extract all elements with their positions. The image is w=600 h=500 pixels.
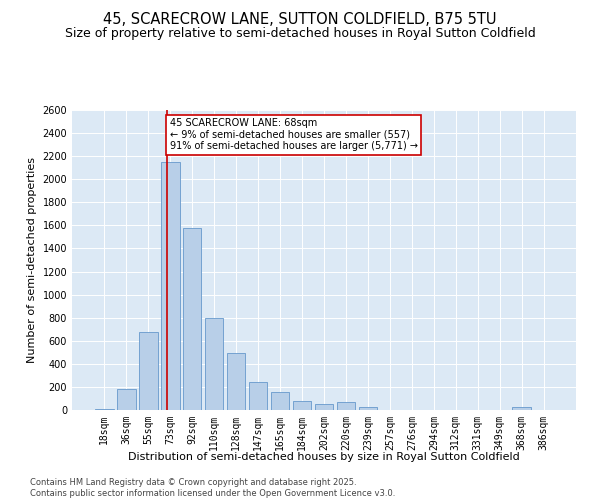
Bar	[161, 162, 179, 410]
Bar	[117, 389, 136, 410]
Bar	[293, 401, 311, 410]
Bar	[512, 406, 531, 410]
Bar	[359, 407, 377, 410]
Bar	[337, 402, 355, 410]
Bar	[183, 228, 202, 410]
Text: Size of property relative to semi-detached houses in Royal Sutton Coldfield: Size of property relative to semi-detach…	[65, 28, 535, 40]
Bar	[139, 332, 158, 410]
Bar	[205, 318, 223, 410]
Bar	[249, 382, 268, 410]
Text: Contains HM Land Registry data © Crown copyright and database right 2025.
Contai: Contains HM Land Registry data © Crown c…	[30, 478, 395, 498]
Text: Distribution of semi-detached houses by size in Royal Sutton Coldfield: Distribution of semi-detached houses by …	[128, 452, 520, 462]
Bar	[314, 404, 334, 410]
Text: 45 SCARECROW LANE: 68sqm
← 9% of semi-detached houses are smaller (557)
91% of s: 45 SCARECROW LANE: 68sqm ← 9% of semi-de…	[170, 118, 418, 152]
Text: 45, SCARECROW LANE, SUTTON COLDFIELD, B75 5TU: 45, SCARECROW LANE, SUTTON COLDFIELD, B7…	[103, 12, 497, 28]
Y-axis label: Number of semi-detached properties: Number of semi-detached properties	[27, 157, 37, 363]
Bar	[227, 354, 245, 410]
Bar	[271, 392, 289, 410]
